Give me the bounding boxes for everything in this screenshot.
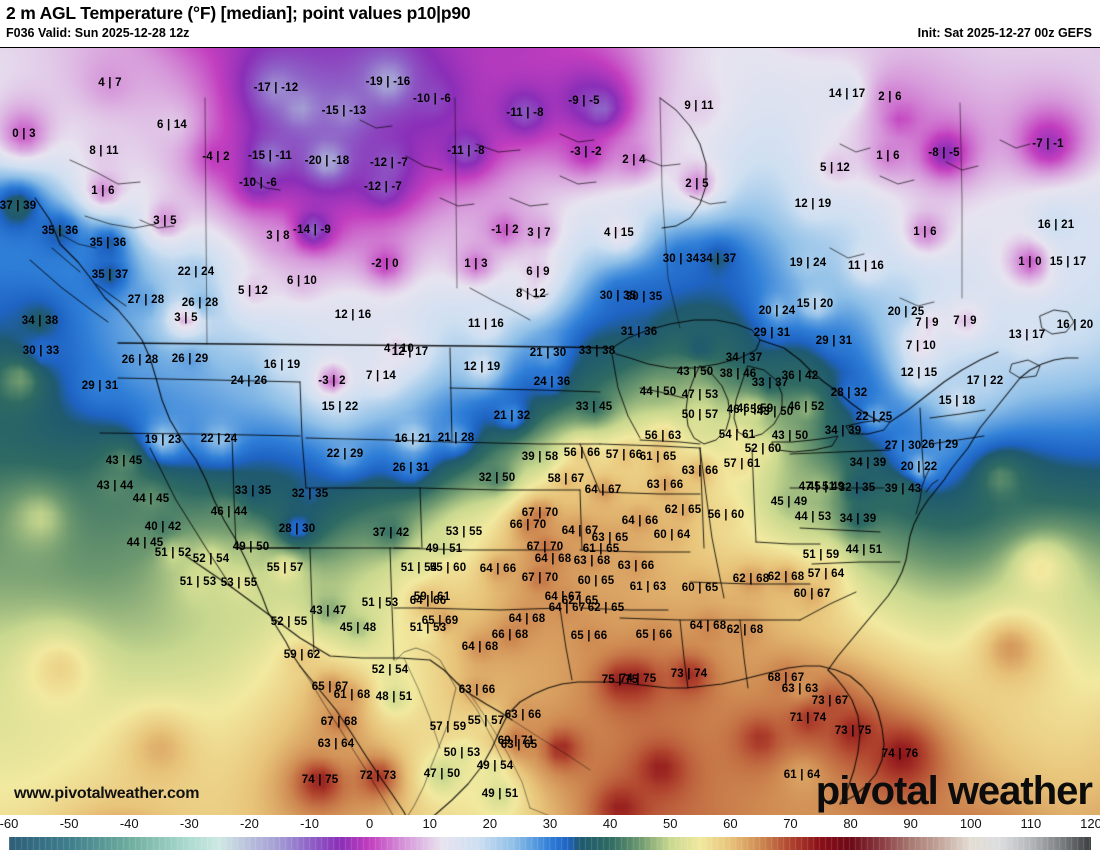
- colorbar-tick: 50: [662, 816, 678, 831]
- page-title: 2 m AGL Temperature (°F) [median]; point…: [6, 3, 471, 23]
- colorbar-tick: 0: [366, 816, 374, 831]
- colorbar-tick: -50: [59, 816, 79, 831]
- temperature-raster: [0, 48, 1100, 815]
- colorbar-tick: -10: [300, 816, 319, 831]
- colorbar-tick: 100: [959, 816, 982, 831]
- colorbar-tick: 40: [602, 816, 618, 831]
- colorbar-tick: 10: [422, 816, 437, 831]
- colorbar-tick: -30: [179, 816, 199, 831]
- colorbar-gradient: [9, 837, 1091, 850]
- colorbar-tick: 120: [1080, 816, 1100, 831]
- map-header: 2 m AGL Temperature (°F) [median]; point…: [0, 0, 1100, 47]
- watermark-logo: pivotal weather: [815, 769, 1093, 813]
- colorbar-tick: 70: [783, 816, 798, 831]
- valid-time-label: F036 Valid: Sun 2025-12-28 12z: [6, 26, 190, 40]
- colorbar-tick: -20: [240, 816, 259, 831]
- colorbar-tick: 20: [482, 816, 498, 831]
- init-time-label: Init: Sat 2025-12-27 00z GEFS: [917, 26, 1092, 40]
- colorbar-tick: 60: [723, 816, 738, 831]
- colorbar-tick: 30: [542, 816, 558, 831]
- colorbar-tick: -60: [0, 816, 19, 831]
- colorbar-tick: 80: [843, 816, 858, 831]
- colorbar: -60 -50 -40 -30 -20 -10 0 10 20 30 40 50 60 70 80 90 100…: [0, 815, 1100, 850]
- colorbar-ticks: -60 -50 -40 -30 -20 -10 0 10 20 30 40 50 60 70 80 90 100…: [0, 815, 1100, 835]
- colorbar-tick: -40: [119, 816, 139, 831]
- colorbar-tick: 110: [1020, 816, 1042, 831]
- watermark-url: www.pivotalweather.com: [14, 785, 200, 802]
- colorbar-tick: 90: [903, 816, 918, 831]
